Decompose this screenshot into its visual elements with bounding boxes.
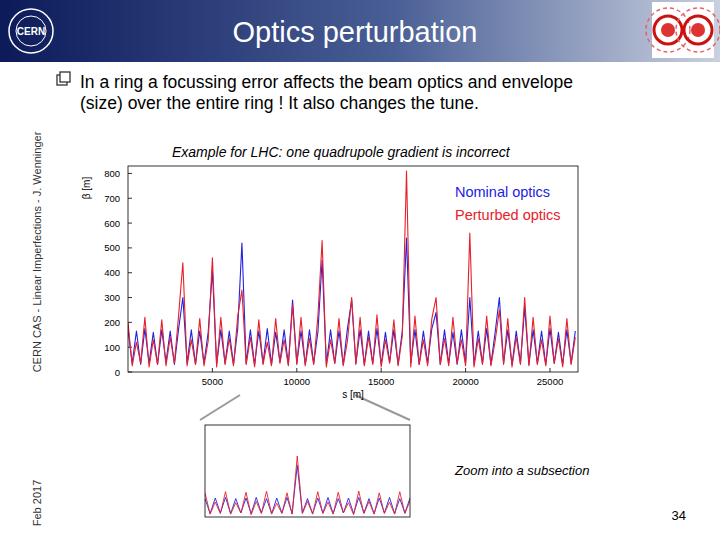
y-tick-label: 0 — [115, 367, 120, 378]
logo-ring — [9, 9, 53, 53]
legend-entry: Perturbed optics — [455, 207, 561, 223]
y-tick-label: 500 — [104, 242, 120, 253]
y-tick-label: 600 — [104, 218, 120, 229]
y-axis-label: β [m] — [81, 177, 92, 200]
y-tick — [128, 173, 132, 174]
x-tick — [381, 368, 382, 372]
y-tick — [128, 198, 132, 199]
side-text: CERN CAS - Linear Imperfections - J. Wen… — [31, 131, 43, 372]
lhc-icon — [691, 23, 705, 37]
chart-caption: Example for LHC: one quadrupole gradient… — [172, 144, 511, 160]
logo-ring — [16, 16, 46, 46]
plot-bg — [205, 425, 410, 517]
data-group — [128, 171, 575, 367]
x-tick-label: 15000 — [368, 376, 394, 387]
page: {"slide": {"title": "Optics perturbation… — [0, 0, 720, 540]
page-number: 34 — [672, 508, 686, 523]
x-tick-label: 25000 — [537, 376, 563, 387]
x-tick — [296, 368, 297, 372]
plot-bg — [128, 166, 578, 372]
slide-title: Optics perturbation — [232, 16, 477, 48]
chart: 5000 10000 15000 20000 25000 0 100 200 300 400 500… — [81, 166, 578, 400]
zoom-caption: Zoom into a subsection — [454, 463, 589, 478]
x-axis-label: s [m] — [342, 389, 364, 400]
logo-text: CERN — [17, 26, 45, 37]
bullet-text: In a ring a focussing error affects the … — [80, 72, 573, 92]
series-line — [205, 456, 410, 515]
y-tick-label: 200 — [104, 317, 120, 328]
y-tick-label: 300 — [104, 292, 120, 303]
y-tick-label: 100 — [104, 342, 120, 353]
y-tick-label: 700 — [104, 193, 120, 204]
bullet-text: (size) over the entire ring ! It also ch… — [80, 93, 479, 113]
lhc-icon-bg — [652, 2, 714, 58]
y-tick-label: 400 — [104, 267, 120, 278]
y-tick — [128, 322, 132, 323]
series-line — [128, 171, 575, 367]
lhc-icon — [684, 16, 712, 44]
x-tick — [549, 368, 550, 372]
y-tick-label: 800 — [104, 168, 120, 179]
y-tick — [128, 247, 132, 248]
chart — [205, 425, 410, 517]
y-tick — [128, 272, 132, 273]
x-tick-label: 5000 — [202, 376, 223, 387]
zoom-line — [200, 395, 240, 420]
series-line — [205, 465, 410, 513]
plot-frame — [128, 166, 578, 372]
y-tick — [128, 223, 132, 224]
legend-entry: Nominal optics — [455, 184, 550, 200]
lhc-icon — [661, 23, 675, 37]
slide: CERN Optics perturbation CERN CAS - Linear… — [0, 0, 720, 540]
lhc-icon — [676, 8, 720, 52]
plot-frame — [205, 425, 410, 517]
x-tick-label: 20000 — [452, 376, 478, 387]
data-group — [205, 456, 410, 515]
y-tick — [128, 297, 132, 298]
bullet-icon — [60, 72, 70, 82]
header-bar — [0, 0, 720, 62]
x-tick — [465, 368, 466, 372]
side-date: Feb 2017 — [31, 480, 43, 526]
x-tick-label: 10000 — [284, 376, 310, 387]
x-tick — [212, 368, 213, 372]
